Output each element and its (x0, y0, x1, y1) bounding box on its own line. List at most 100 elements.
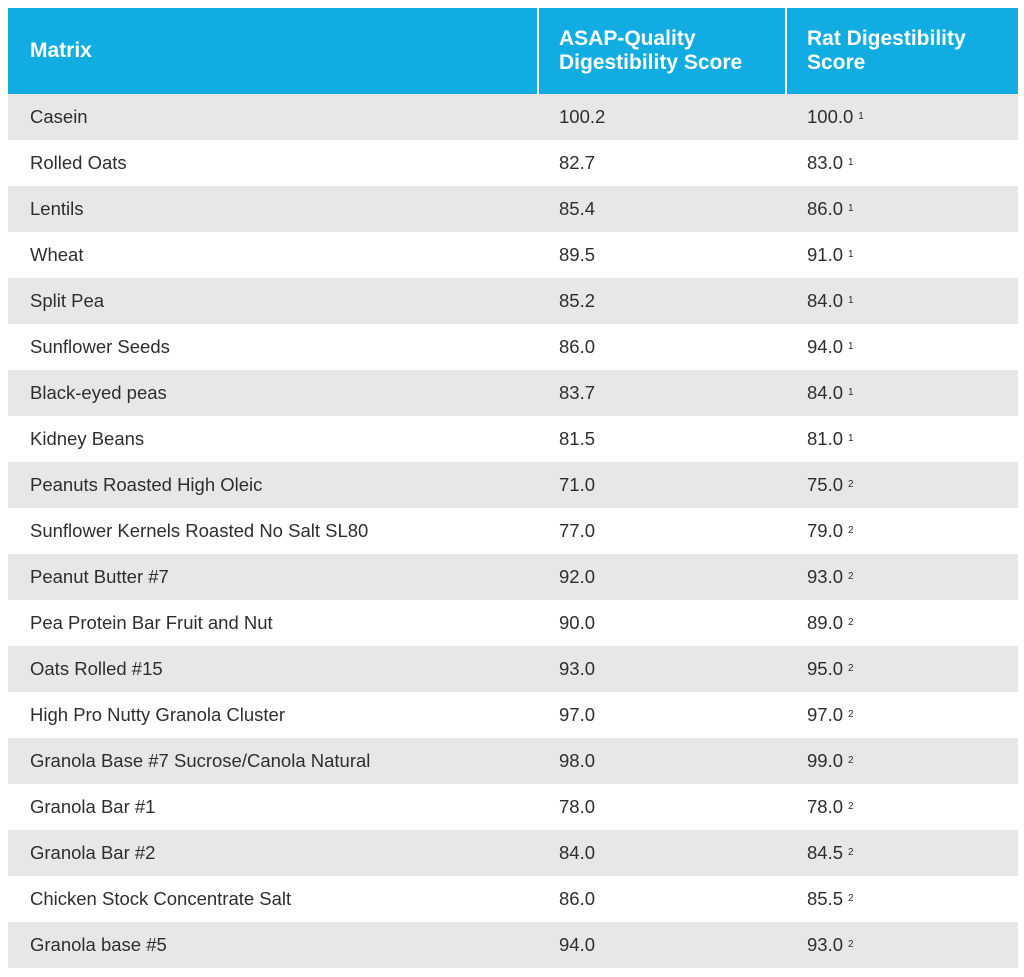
cell-matrix: Lentils (30, 198, 84, 219)
footnote-marker: 2 (848, 709, 854, 720)
cell-matrix: Rolled Oats (30, 152, 127, 173)
cell-rat-score: 78.0 2 (787, 796, 1018, 818)
rat-score-value: 89.0 (807, 612, 844, 633)
table-row: Peanut Butter #7 92.0 93.0 2 (8, 554, 1018, 600)
rat-score-value: 79.0 (807, 520, 844, 541)
footnote-marker: 2 (848, 663, 854, 674)
digestibility-table: Matrix ASAP-Quality Digestibility Score … (8, 8, 1018, 968)
cell-matrix: Granola base #5 (30, 934, 167, 955)
table-row: Granola Bar #2 84.0 84.5 2 (8, 830, 1018, 876)
table-row: Chicken Stock Concentrate Salt 86.0 85.5 2 (8, 876, 1018, 922)
footnote-marker: 2 (848, 479, 854, 490)
rat-score-value: 91.0 (807, 244, 844, 265)
cell-asap-score: 90.0 (559, 612, 596, 633)
rat-score-value: 99.0 (807, 750, 844, 771)
table-body: Casein 100.2 100.0 1 Rolled Oats 82.7 83.0 1 Len… (8, 94, 1018, 968)
rat-score-value: 93.0 (807, 934, 844, 955)
cell-asap-score: 93.0 (559, 658, 596, 679)
rat-score-value: 84.0 (807, 290, 844, 311)
table-row: Peanuts Roasted High Oleic 71.0 75.0 2 (8, 462, 1018, 508)
cell-rat-score: 83.0 1 (787, 152, 1018, 174)
header-asap-score: ASAP-Quality Digestibility Score (539, 8, 787, 94)
cell-asap-score: 85.4 (559, 198, 596, 219)
footnote-marker: 1 (848, 341, 854, 352)
footnote-marker: 2 (848, 525, 854, 536)
rat-score-value: 100.0 (807, 106, 854, 127)
table-row: High Pro Nutty Granola Cluster 97.0 97.0 2 (8, 692, 1018, 738)
footnote-marker: 1 (848, 295, 854, 306)
footnote-marker: 1 (848, 203, 854, 214)
footnote-marker: 2 (848, 617, 854, 628)
cell-asap-score: 84.0 (559, 842, 596, 863)
cell-matrix: Granola Base #7 Sucrose/Canola Natural (30, 750, 371, 771)
table-row: Casein 100.2 100.0 1 (8, 94, 1018, 140)
table-row: Granola base #5 94.0 93.0 2 (8, 922, 1018, 968)
cell-rat-score: 79.0 2 (787, 520, 1018, 542)
cell-rat-score: 84.0 1 (787, 382, 1018, 404)
cell-asap-score: 71.0 (559, 474, 596, 495)
table-row: Lentils 85.4 86.0 1 (8, 186, 1018, 232)
cell-rat-score: 75.0 2 (787, 474, 1018, 496)
cell-asap-score: 92.0 (559, 566, 596, 587)
cell-asap-score: 86.0 (559, 888, 596, 909)
cell-asap-score: 78.0 (559, 796, 596, 817)
cell-matrix: High Pro Nutty Granola Cluster (30, 704, 285, 725)
table-row: Kidney Beans 81.5 81.0 1 (8, 416, 1018, 462)
cell-asap-score: 89.5 (559, 244, 596, 265)
table-row: Pea Protein Bar Fruit and Nut 90.0 89.0 2 (8, 600, 1018, 646)
cell-asap-score: 85.2 (559, 290, 596, 311)
cell-asap-score: 94.0 (559, 934, 596, 955)
rat-score-value: 94.0 (807, 336, 844, 357)
cell-matrix: Sunflower Kernels Roasted No Salt SL80 (30, 520, 369, 541)
cell-matrix: Chicken Stock Concentrate Salt (30, 888, 292, 909)
rat-score-value: 78.0 (807, 796, 844, 817)
footnote-marker: 1 (848, 433, 854, 444)
cell-asap-score: 83.7 (559, 382, 596, 403)
rat-score-value: 84.0 (807, 382, 844, 403)
table-row: Granola Base #7 Sucrose/Canola Natural 98… (8, 738, 1018, 784)
cell-matrix: Kidney Beans (30, 428, 145, 449)
cell-asap-score: 81.5 (559, 428, 596, 449)
rat-score-value: 86.0 (807, 198, 844, 219)
cell-matrix: Oats Rolled #15 (30, 658, 163, 679)
cell-asap-score: 77.0 (559, 520, 596, 541)
header-matrix: Matrix (8, 8, 539, 94)
cell-rat-score: 97.0 2 (787, 704, 1018, 726)
cell-matrix: Casein (30, 106, 88, 127)
cell-matrix: Split Pea (30, 290, 105, 311)
cell-matrix: Granola Bar #1 (30, 796, 156, 817)
cell-rat-score: 81.0 1 (787, 428, 1018, 450)
cell-matrix: Pea Protein Bar Fruit and Nut (30, 612, 273, 633)
footnote-marker: 1 (848, 249, 854, 260)
cell-rat-score: 86.0 1 (787, 198, 1018, 220)
cell-rat-score: 91.0 1 (787, 244, 1018, 266)
table-row: Rolled Oats 82.7 83.0 1 (8, 140, 1018, 186)
table-row: Sunflower Seeds 86.0 94.0 1 (8, 324, 1018, 370)
table-row: Split Pea 85.2 84.0 1 (8, 278, 1018, 324)
cell-rat-score: 85.5 2 (787, 888, 1018, 910)
footnote-marker: 2 (848, 571, 854, 582)
cell-rat-score: 93.0 2 (787, 566, 1018, 588)
cell-rat-score: 94.0 1 (787, 336, 1018, 358)
cell-rat-score: 95.0 2 (787, 658, 1018, 680)
cell-rat-score: 84.0 1 (787, 290, 1018, 312)
cell-asap-score: 98.0 (559, 750, 596, 771)
footnote-marker: 1 (848, 387, 854, 398)
footnote-marker: 2 (848, 755, 854, 766)
header-rat-score: Rat Digestibility Score (807, 27, 966, 74)
rat-score-value: 97.0 (807, 704, 844, 725)
footnote-marker: 2 (848, 801, 854, 812)
cell-matrix: Wheat (30, 244, 84, 265)
rat-score-value: 95.0 (807, 658, 844, 679)
cell-matrix: Black-eyed peas (30, 382, 167, 403)
table-row: Oats Rolled #15 93.0 95.0 2 (8, 646, 1018, 692)
cell-asap-score: 82.7 (559, 152, 596, 173)
footnote-marker: 2 (848, 893, 854, 904)
cell-asap-score: 100.2 (559, 106, 606, 127)
cell-rat-score: 89.0 2 (787, 612, 1018, 634)
cell-rat-score: 99.0 2 (787, 750, 1018, 772)
footnote-marker: 1 (858, 111, 864, 122)
rat-score-value: 84.5 (807, 842, 844, 863)
cell-asap-score: 86.0 (559, 336, 596, 357)
footnote-marker: 1 (848, 157, 854, 168)
